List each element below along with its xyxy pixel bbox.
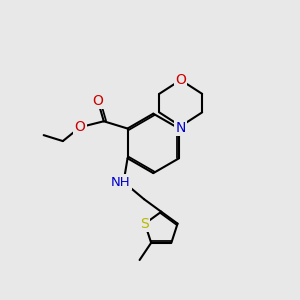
Text: O: O xyxy=(175,73,186,87)
Text: O: O xyxy=(75,120,86,134)
Text: O: O xyxy=(92,94,103,108)
Text: N: N xyxy=(176,121,186,135)
Text: S: S xyxy=(140,217,149,231)
Text: NH: NH xyxy=(111,176,131,188)
